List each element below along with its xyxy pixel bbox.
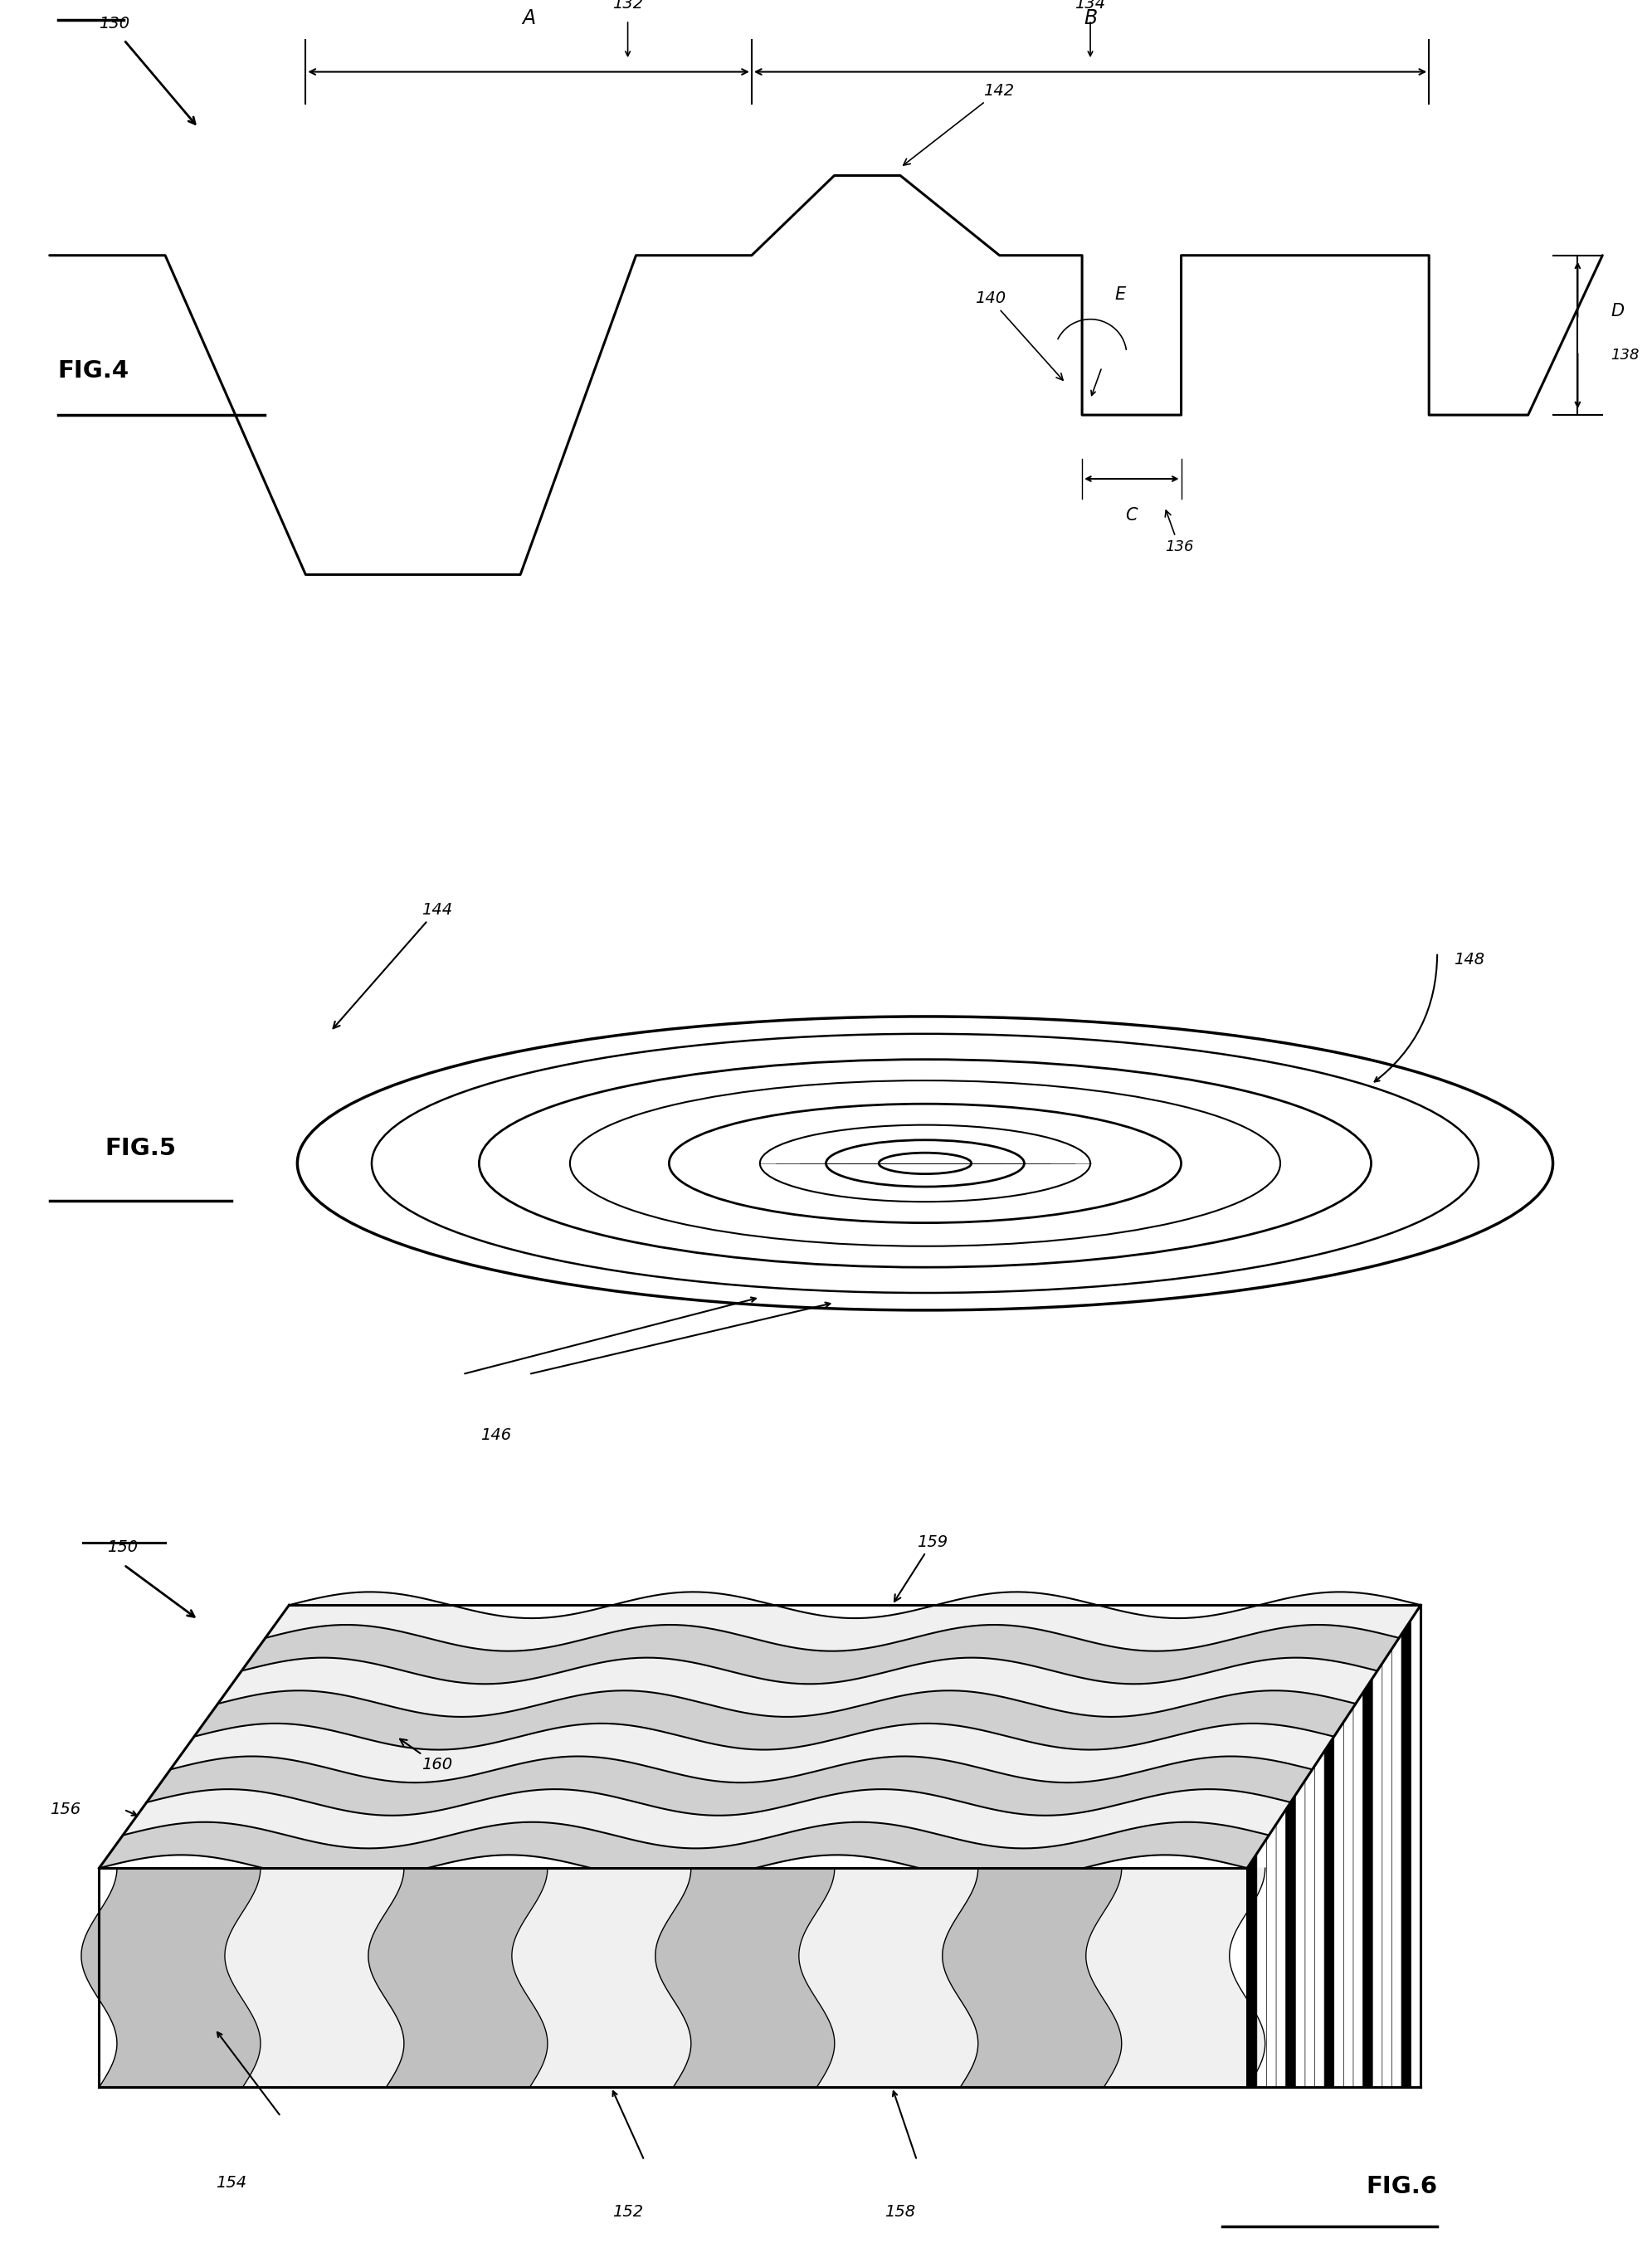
Polygon shape bbox=[81, 1868, 261, 2086]
Polygon shape bbox=[1085, 1868, 1265, 2086]
Text: 150: 150 bbox=[107, 1540, 139, 1556]
Polygon shape bbox=[225, 1868, 405, 2086]
Text: 130: 130 bbox=[99, 16, 131, 31]
Text: FIG.4: FIG.4 bbox=[58, 360, 129, 382]
Text: 140: 140 bbox=[975, 290, 1062, 380]
Text: B: B bbox=[1084, 9, 1097, 27]
Text: 138: 138 bbox=[1611, 348, 1639, 362]
Polygon shape bbox=[195, 1690, 1356, 1749]
Text: C: C bbox=[1125, 506, 1138, 524]
Text: 156: 156 bbox=[50, 1801, 81, 1819]
Polygon shape bbox=[1285, 1794, 1295, 2086]
Polygon shape bbox=[800, 1868, 978, 2086]
Polygon shape bbox=[1363, 1677, 1373, 2086]
Polygon shape bbox=[170, 1724, 1335, 1783]
Text: D: D bbox=[1611, 303, 1624, 319]
Text: 159: 159 bbox=[894, 1533, 948, 1601]
Polygon shape bbox=[1401, 1619, 1411, 2086]
Text: FIG.6: FIG.6 bbox=[1366, 2176, 1437, 2199]
Text: 144: 144 bbox=[334, 901, 453, 1027]
Text: 148: 148 bbox=[1454, 953, 1485, 969]
Text: 160: 160 bbox=[400, 1740, 453, 1774]
Polygon shape bbox=[99, 1605, 1421, 1868]
Polygon shape bbox=[512, 1868, 691, 2086]
Polygon shape bbox=[218, 1657, 1378, 1717]
Polygon shape bbox=[1343, 1708, 1353, 2086]
Text: 146: 146 bbox=[481, 1427, 510, 1443]
Text: 152: 152 bbox=[613, 2203, 643, 2221]
Polygon shape bbox=[241, 1625, 1399, 1684]
Polygon shape bbox=[942, 1868, 1122, 2086]
Text: A: A bbox=[522, 9, 535, 27]
Text: 142: 142 bbox=[904, 83, 1014, 164]
Polygon shape bbox=[99, 1823, 1269, 1882]
Polygon shape bbox=[99, 1868, 1247, 2086]
Ellipse shape bbox=[879, 1153, 971, 1173]
Text: 132: 132 bbox=[613, 0, 643, 11]
Polygon shape bbox=[1383, 1650, 1393, 2086]
Text: 134: 134 bbox=[1075, 0, 1105, 11]
Polygon shape bbox=[1305, 1767, 1315, 2086]
Text: 158: 158 bbox=[885, 2203, 915, 2221]
Text: 154: 154 bbox=[216, 2176, 246, 2192]
Polygon shape bbox=[656, 1868, 834, 2086]
Polygon shape bbox=[122, 1789, 1290, 1848]
Polygon shape bbox=[1247, 1852, 1257, 2086]
Polygon shape bbox=[1267, 1825, 1277, 2086]
Text: FIG.5: FIG.5 bbox=[104, 1137, 177, 1160]
Text: 136: 136 bbox=[1165, 510, 1193, 553]
Polygon shape bbox=[1325, 1735, 1335, 2086]
Polygon shape bbox=[368, 1868, 547, 2086]
Text: E: E bbox=[1115, 288, 1127, 303]
Polygon shape bbox=[266, 1592, 1421, 1650]
Polygon shape bbox=[147, 1756, 1312, 1816]
